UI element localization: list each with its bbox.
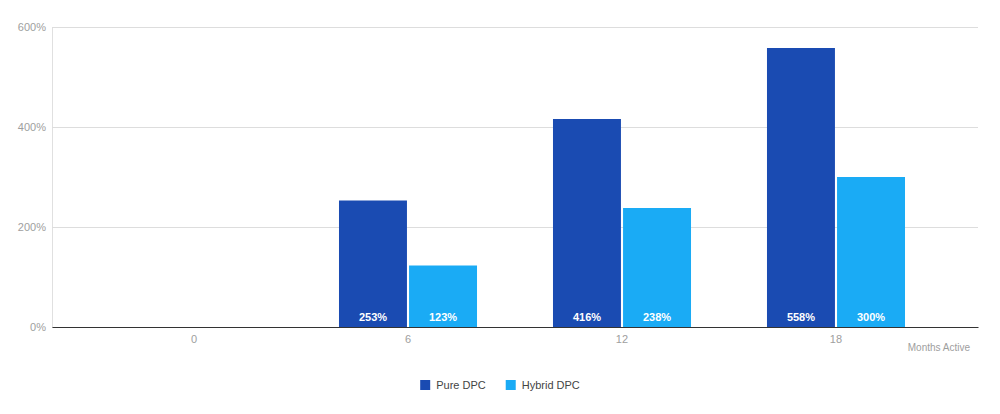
- y-tick-label: 400%: [18, 121, 46, 133]
- grid-line: [52, 127, 978, 128]
- legend-item: Hybrid DPC: [506, 379, 580, 391]
- x-tick-label: 6: [405, 333, 411, 345]
- data-label: 558%: [787, 311, 815, 323]
- x-tick: 0: [191, 333, 197, 345]
- bar: [553, 119, 621, 327]
- data-labels: 253% 416% 558% 123% 238% 300%: [359, 311, 885, 323]
- y-tick-label: 0%: [30, 321, 46, 333]
- y-axis-line: [53, 28, 979, 328]
- x-tick: 18: [830, 333, 842, 345]
- chart-svg: 0% 200% 400% 600% 0 6 12 18 Months Active 253% 416…: [0, 0, 1000, 414]
- grid-line: [52, 327, 978, 328]
- bars: [339, 48, 905, 327]
- y-axis: 0% 200% 400% 600%: [18, 21, 978, 333]
- legend: Pure DPC Hybrid DPC: [420, 379, 580, 391]
- x-tick-label: 12: [616, 333, 628, 345]
- legend-item: Pure DPC: [420, 379, 486, 391]
- x-axis-title: Months Active: [908, 342, 971, 353]
- x-tick: 12: [616, 333, 628, 345]
- grid-line: [52, 27, 978, 28]
- y-tick: 0%: [30, 321, 978, 333]
- data-label: 416%: [573, 311, 601, 323]
- data-label: 253%: [359, 311, 387, 323]
- y-tick-label: 200%: [18, 221, 46, 233]
- x-tick-label: 0: [191, 333, 197, 345]
- data-label: 238%: [643, 311, 671, 323]
- y-tick-label: 600%: [18, 21, 46, 33]
- bar: [409, 266, 477, 328]
- legend-swatch: [506, 380, 516, 390]
- y-tick: 600%: [18, 21, 978, 33]
- bar: [623, 208, 691, 327]
- data-label: 300%: [857, 311, 885, 323]
- legend-label: Hybrid DPC: [522, 379, 580, 391]
- x-axis: 0 6 12 18: [53, 328, 979, 345]
- x-tick-label: 18: [830, 333, 842, 345]
- legend-swatch: [420, 380, 430, 390]
- bar: [837, 177, 905, 327]
- x-tick: 6: [405, 333, 411, 345]
- chart-container: 0% 200% 400% 600% 0 6 12 18 Months Active 253% 416…: [0, 0, 1000, 414]
- bar: [339, 201, 407, 328]
- legend-label: Pure DPC: [436, 379, 486, 391]
- data-label: 123%: [429, 311, 457, 323]
- x-axis-line: [53, 327, 979, 328]
- bar: [767, 48, 835, 327]
